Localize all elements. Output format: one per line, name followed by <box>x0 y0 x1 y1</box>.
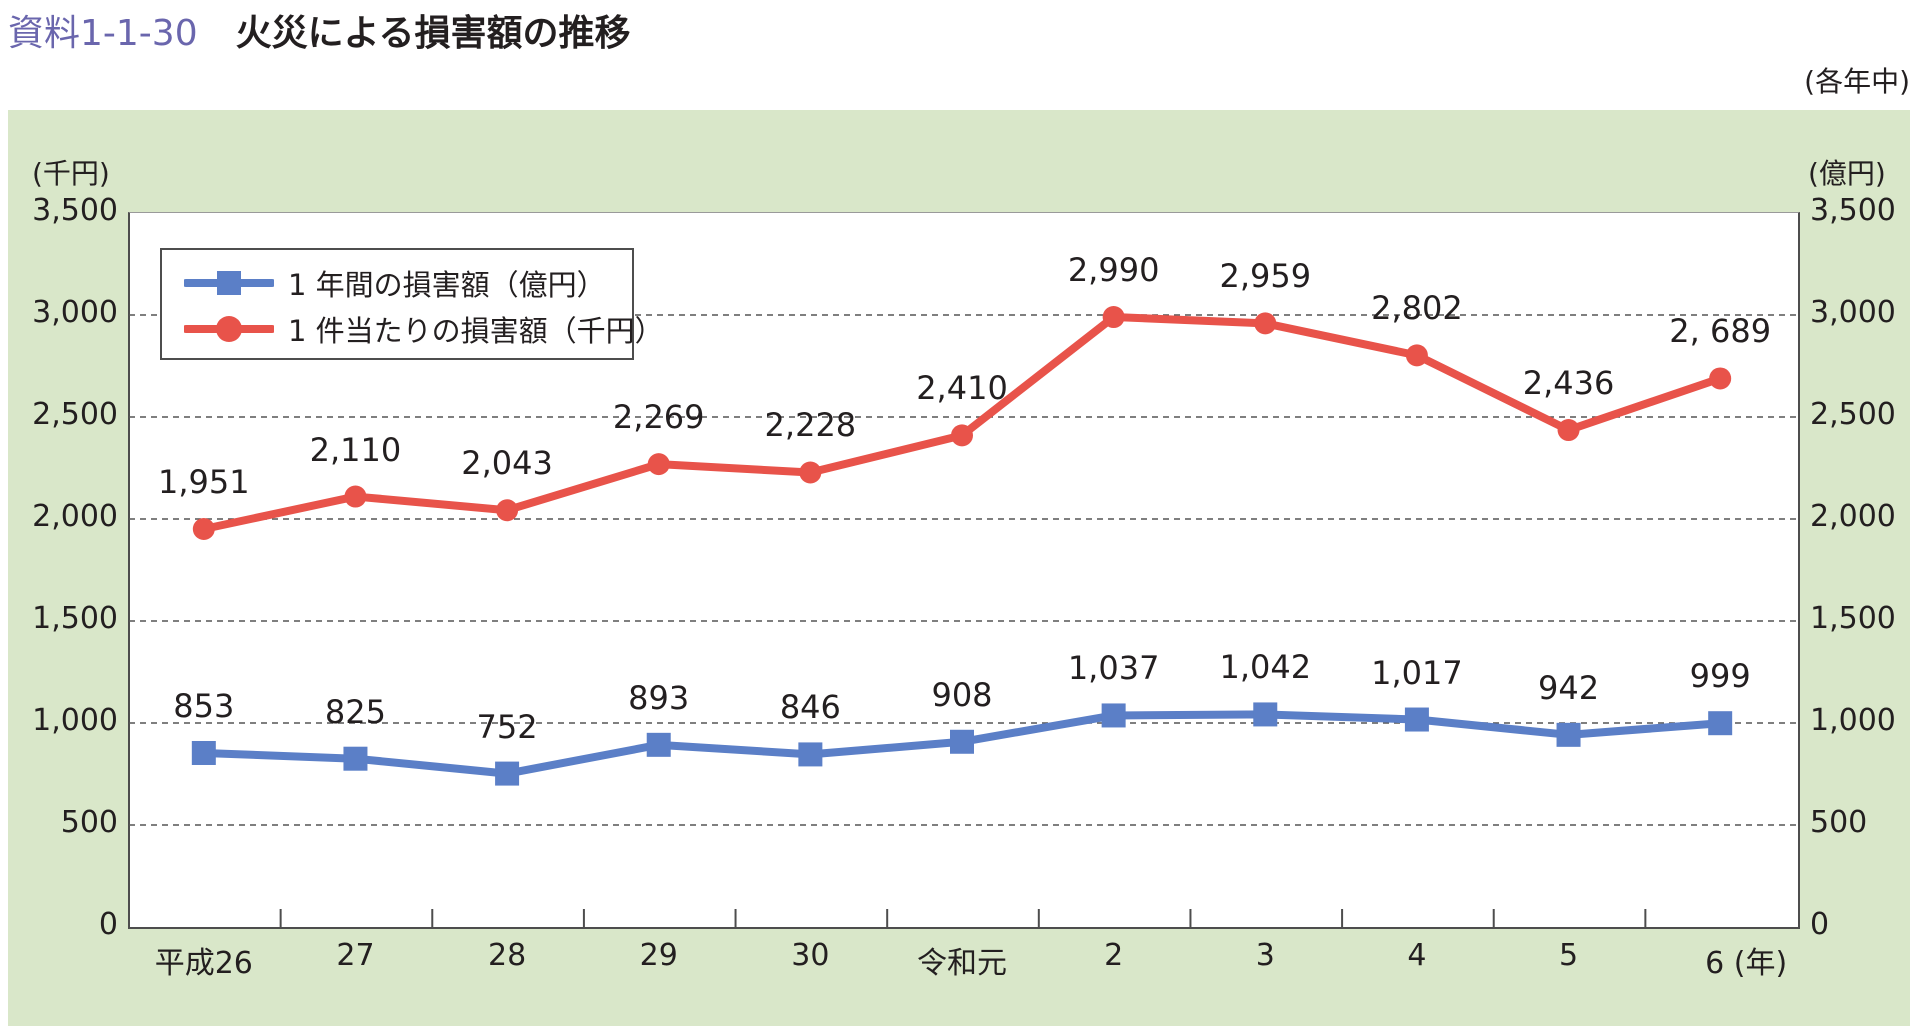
chart-title: 資料1-1-30 火災による損害額の推移 <box>8 4 631 56</box>
data-label: 893 <box>628 678 690 717</box>
legend: 1 年間の損害額（億円） 1 件当たりの損害額（千円） <box>160 248 664 360</box>
left-axis-unit: (千円) <box>32 157 110 190</box>
data-label: 752 <box>476 707 538 746</box>
legend-label-per-case: 1 件当たりの損害額（千円） <box>288 314 664 348</box>
circle-marker-icon <box>647 453 670 476</box>
x-axis-label: 6 (年) <box>1705 946 1788 981</box>
right-axis-unit: (億円) <box>1808 157 1886 190</box>
x-axis-label: 3 <box>1255 938 1275 973</box>
legend-label-annual: 1 年間の損害額（億円） <box>288 268 606 302</box>
left-axis-tick-label: 1,000 <box>32 703 118 738</box>
data-label: 825 <box>324 692 386 731</box>
left-axis-tick-label: 2,500 <box>32 397 118 432</box>
square-marker-icon <box>182 263 276 303</box>
right-axis-tick-label: 2,500 <box>1810 397 1896 432</box>
square-marker-icon <box>1101 703 1126 728</box>
data-label: 2,990 <box>1067 251 1160 290</box>
data-label: 2, 689 <box>1669 312 1772 351</box>
square-marker-icon <box>798 742 823 767</box>
circle-marker-icon <box>1405 344 1428 367</box>
x-axis-label: 27 <box>336 938 375 973</box>
square-marker-icon <box>646 732 671 757</box>
data-label: 1,951 <box>158 462 250 501</box>
data-label: 942 <box>1537 668 1600 707</box>
circle-marker-icon <box>951 424 973 447</box>
data-label: 2,043 <box>461 444 553 483</box>
right-axis-tick-label: 2,000 <box>1810 499 1896 534</box>
data-label: 2,228 <box>764 406 857 445</box>
square-marker-icon <box>1404 707 1429 732</box>
right-axis-tick-label: 1,000 <box>1810 703 1896 738</box>
right-axis-tick-label: 0 <box>1810 907 1830 942</box>
circle-marker-icon <box>799 461 822 484</box>
data-label: 2,410 <box>916 369 1008 408</box>
square-marker-icon <box>1708 711 1733 736</box>
circle-marker-icon <box>496 499 519 522</box>
data-label: 999 <box>1689 657 1751 696</box>
figure-number: 資料1-1-30 <box>8 13 198 54</box>
data-label: 2,436 <box>1522 364 1615 403</box>
right-axis-tick-label: 3,500 <box>1810 193 1896 228</box>
circle-marker-icon <box>192 517 215 540</box>
left-axis-tick-label: 2,000 <box>32 499 118 534</box>
left-axis-tick-label: 1,500 <box>32 601 118 636</box>
square-marker-icon <box>950 729 974 754</box>
data-label: 853 <box>173 686 235 725</box>
left-axis-tick-label: 3,500 <box>32 193 118 228</box>
square-marker-icon <box>343 746 368 771</box>
data-label: 1,017 <box>1371 653 1463 692</box>
square-marker-icon <box>1253 702 1278 727</box>
circle-marker-icon <box>1557 419 1580 442</box>
x-axis-label: 5 <box>1558 938 1579 973</box>
left-axis-tick-label: 500 <box>60 805 118 840</box>
circle-marker-icon <box>1102 306 1125 329</box>
data-label: 1,037 <box>1067 649 1160 688</box>
data-label: 2,110 <box>309 430 402 469</box>
right-axis-tick-label: 3,000 <box>1810 295 1896 330</box>
data-label: 908 <box>931 675 993 714</box>
title-text: 火災による損害額の推移 <box>235 13 631 54</box>
x-axis-label: 28 <box>487 938 527 973</box>
data-label: 2,269 <box>612 398 705 437</box>
x-axis-label: 平成26 <box>154 946 253 981</box>
period-note: (各年中) <box>1804 65 1910 98</box>
x-axis-label: 4 <box>1407 938 1427 973</box>
circle-marker-icon <box>182 309 276 349</box>
legend-item-annual: 1 年間の損害額（億円） <box>162 260 606 306</box>
circle-marker-icon <box>1709 367 1732 390</box>
x-axis-label: 29 <box>639 938 678 973</box>
right-axis-tick-label: 1,500 <box>1810 601 1896 636</box>
data-label: 1,042 <box>1219 648 1312 687</box>
data-label: 846 <box>779 688 841 727</box>
x-axis-label: 2 <box>1104 938 1124 973</box>
left-axis-tick-label: 0 <box>98 907 118 942</box>
data-label: 2,802 <box>1371 289 1463 328</box>
left-axis-tick-label: 3,000 <box>32 295 118 330</box>
legend-item-per-case: 1 件当たりの損害額（千円） <box>162 306 664 352</box>
x-axis-label: 30 <box>791 938 830 973</box>
circle-marker-icon <box>344 485 367 508</box>
data-label: 2,959 <box>1219 257 1312 296</box>
right-axis-tick-label: 500 <box>1810 805 1868 840</box>
circle-marker-icon <box>1254 312 1277 335</box>
square-marker-icon <box>1556 722 1581 747</box>
square-marker-icon <box>495 761 520 786</box>
x-axis-label: 令和元 <box>917 946 1007 981</box>
square-marker-icon <box>191 740 216 765</box>
